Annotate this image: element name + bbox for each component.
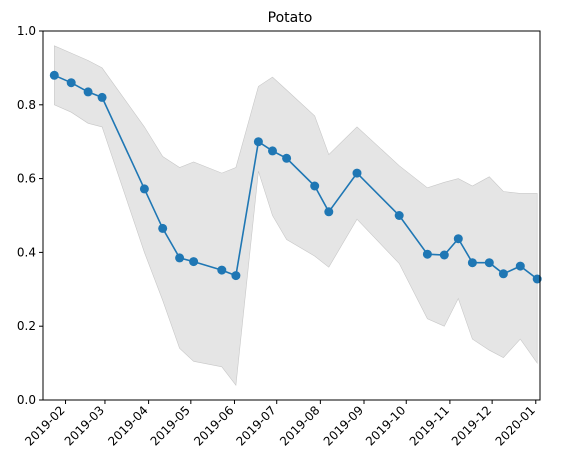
data-point	[453, 234, 463, 244]
data-point	[175, 253, 185, 263]
x-tick-label: 2019-04	[105, 403, 150, 448]
y-axis: 0.0 0.2 0.4 0.6 0.8 1.0	[17, 24, 43, 407]
data-point	[422, 249, 432, 259]
data-point	[217, 265, 227, 275]
data-point	[352, 168, 362, 178]
data-point	[83, 87, 93, 97]
x-axis: 2019-022019-032019-042019-052019-062019-…	[22, 400, 538, 449]
x-tick-label: 2019-06	[191, 403, 236, 448]
data-point	[158, 223, 168, 233]
data-point	[467, 258, 477, 268]
data-point	[139, 184, 149, 194]
x-tick-label: 2019-12	[449, 403, 494, 448]
x-tick-label: 2019-11	[407, 403, 452, 448]
data-point	[484, 258, 494, 268]
series-points	[49, 70, 542, 284]
data-point	[253, 137, 263, 147]
y-tick-label: 0.0	[17, 393, 36, 407]
x-tick-label: 2019-10	[363, 403, 408, 448]
y-tick-label: 0.6	[17, 172, 36, 186]
plot-frame	[42, 30, 541, 401]
data-point	[498, 269, 508, 279]
data-point	[97, 92, 107, 102]
confidence-band-area	[53, 45, 538, 386]
x-tick-label: 2019-03	[62, 403, 107, 448]
confidence-band	[53, 45, 538, 386]
data-point	[231, 271, 241, 281]
x-tick-label: 2019-02	[22, 403, 67, 448]
chart-title: Potato	[268, 10, 313, 26]
data-point	[532, 274, 542, 284]
y-tick-label: 0.8	[17, 98, 36, 112]
data-point	[515, 261, 525, 271]
y-tick-label: 0.2	[17, 319, 36, 333]
data-point	[189, 257, 199, 267]
y-tick-label: 0.4	[17, 245, 36, 259]
data-point	[394, 211, 404, 220]
data-point	[324, 207, 334, 217]
data-point	[439, 250, 449, 260]
x-tick-label: 2019-09	[321, 403, 366, 448]
y-tick-label: 1.0	[17, 24, 36, 38]
x-tick-label: 2019-07	[233, 403, 278, 448]
data-point	[49, 70, 59, 80]
x-tick-label: 2019-08	[277, 403, 322, 448]
data-point	[310, 181, 320, 191]
x-tick-label: 2019-05	[148, 403, 193, 448]
x-tick-label: 2020-01	[493, 403, 538, 448]
data-point	[282, 153, 292, 163]
data-point	[268, 146, 277, 156]
data-point	[66, 78, 76, 88]
